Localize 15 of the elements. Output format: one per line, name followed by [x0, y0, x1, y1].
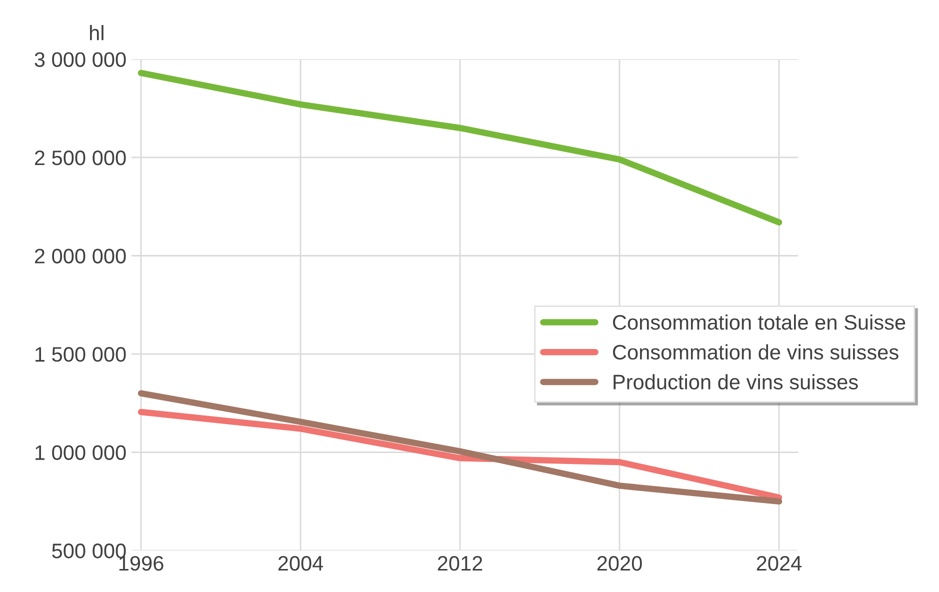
y-tick-label: 1 000 000	[36, 445, 126, 460]
y-tick-label: 1 500 000	[36, 347, 126, 362]
legend-label: Consommation totale en Suisse	[613, 314, 906, 330]
x-tick-label: 1996	[119, 556, 164, 571]
legend-label: Consommation de vins suisses	[613, 344, 898, 360]
x-tick-label: 2020	[597, 556, 642, 571]
legend-label: Production de vins suisses	[614, 374, 858, 390]
x-tick-label: 2024	[756, 556, 802, 571]
y-axis-title: hl	[90, 25, 104, 40]
y-tick-label: 3 000 000	[34, 52, 126, 67]
y-tick-label: 500 000	[52, 544, 126, 558]
y-tick-label: 2 500 000	[34, 150, 126, 166]
x-tick-label: 2004	[278, 556, 324, 571]
y-tick-label: 2 000 000	[34, 248, 126, 264]
x-tick-label: 2012	[438, 556, 482, 571]
